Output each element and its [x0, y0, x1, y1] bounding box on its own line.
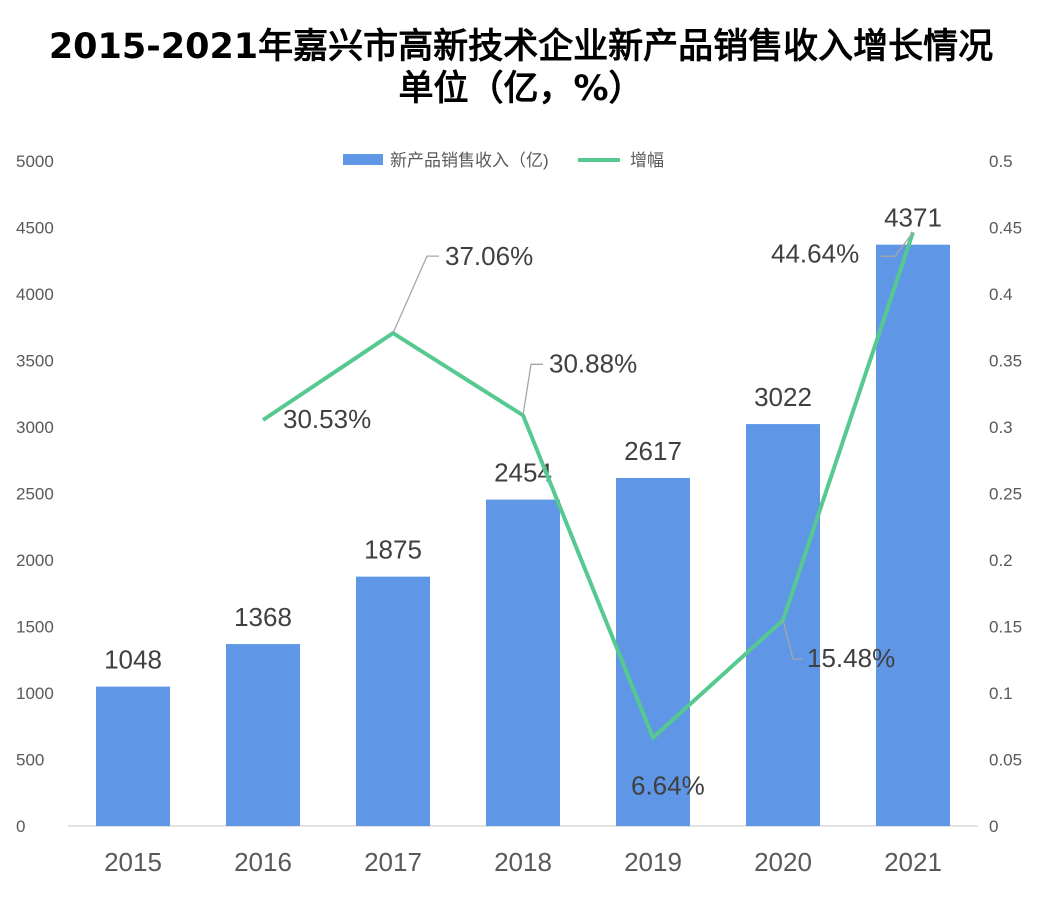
bar [876, 244, 950, 827]
bar-data-label: 1368 [234, 602, 292, 632]
growth-data-label: 44.64% [771, 238, 859, 268]
left-tick-label: 4000 [16, 285, 54, 304]
growth-line-series [261, 231, 915, 742]
bar [96, 686, 170, 826]
x-tick-label: 2017 [364, 847, 422, 877]
right-tick-label: 0.35 [989, 352, 1022, 371]
leader-line [522, 363, 543, 416]
growth-data-label: 6.64% [631, 771, 705, 801]
bar [746, 424, 820, 826]
leader-line [782, 619, 803, 660]
x-tick-label: 2021 [884, 847, 942, 877]
right-tick-label: 0.25 [989, 485, 1022, 504]
growth-data-label: 37.06% [445, 241, 533, 271]
bar-data-label: 1048 [104, 645, 162, 675]
left-tick-label: 500 [16, 751, 44, 770]
chart-subtitle: 单位（亿，%） [398, 69, 644, 109]
left-tick-label: 3000 [16, 418, 54, 437]
bar [486, 499, 560, 826]
left-tick-label: 0 [16, 817, 25, 836]
legend: 新产品销售收入（亿) 增幅 [343, 151, 664, 170]
x-tick-label: 2018 [494, 847, 552, 877]
legend-line-label: 增幅 [630, 151, 664, 170]
x-tick-label: 2016 [234, 847, 292, 877]
left-tick-label: 4500 [16, 219, 54, 238]
bar [226, 644, 300, 826]
bar-data-label: 1875 [364, 535, 422, 565]
right-tick-label: 0.45 [989, 219, 1022, 238]
left-tick-label: 2500 [16, 485, 54, 504]
bar-series [96, 244, 950, 827]
legend-bar-label: 新产品销售收入（亿) [390, 151, 549, 170]
right-tick-label: 0.15 [989, 618, 1022, 637]
right-tick-label: 0.3 [989, 418, 1013, 437]
right-tick-label: 0.5 [989, 152, 1013, 171]
left-tick-label: 3500 [16, 352, 54, 371]
left-axis: 0 500 1000 1500 2000 2500 3000 3500 4000 4500 5000 [16, 152, 54, 836]
left-tick-label: 5000 [16, 152, 54, 171]
leader-line [881, 231, 914, 257]
growth-data-label: 15.48% [807, 643, 895, 673]
bar-data-label: 4371 [884, 203, 942, 233]
x-tick-label: 2015 [104, 847, 162, 877]
growth-data-labels: 30.53% 37.06% 30.88% 6.64% 15.48% 44.64% [283, 231, 914, 801]
growth-data-label: 30.53% [283, 404, 371, 434]
right-tick-label: 0 [989, 817, 998, 836]
bar-data-label: 2617 [624, 436, 682, 466]
left-tick-label: 2000 [16, 551, 54, 570]
chart-title: 2015-2021年嘉兴市高新技术企业新产品销售收入增长情况 [48, 27, 994, 67]
x-tick-label: 2020 [754, 847, 812, 877]
growth-data-label: 30.88% [549, 348, 637, 378]
bar [616, 477, 690, 826]
right-tick-label: 0.1 [989, 684, 1013, 703]
right-tick-label: 0.05 [989, 751, 1022, 770]
leader-line [392, 255, 439, 334]
legend-bar-swatch [343, 154, 383, 165]
right-axis: 0 0.05 0.1 0.15 0.2 0.25 0.3 0.35 0.4 0.45 0.5 [989, 152, 1022, 836]
growth-line [261, 231, 915, 742]
x-tick-label: 2019 [624, 847, 682, 877]
x-axis: 2015 2016 2017 2018 2019 2020 2021 [68, 825, 978, 877]
bar-data-label: 3022 [754, 382, 812, 412]
right-tick-label: 0.4 [989, 285, 1013, 304]
right-tick-label: 0.2 [989, 551, 1013, 570]
bar [356, 576, 430, 826]
left-tick-label: 1500 [16, 618, 54, 637]
left-tick-label: 1000 [16, 684, 54, 703]
